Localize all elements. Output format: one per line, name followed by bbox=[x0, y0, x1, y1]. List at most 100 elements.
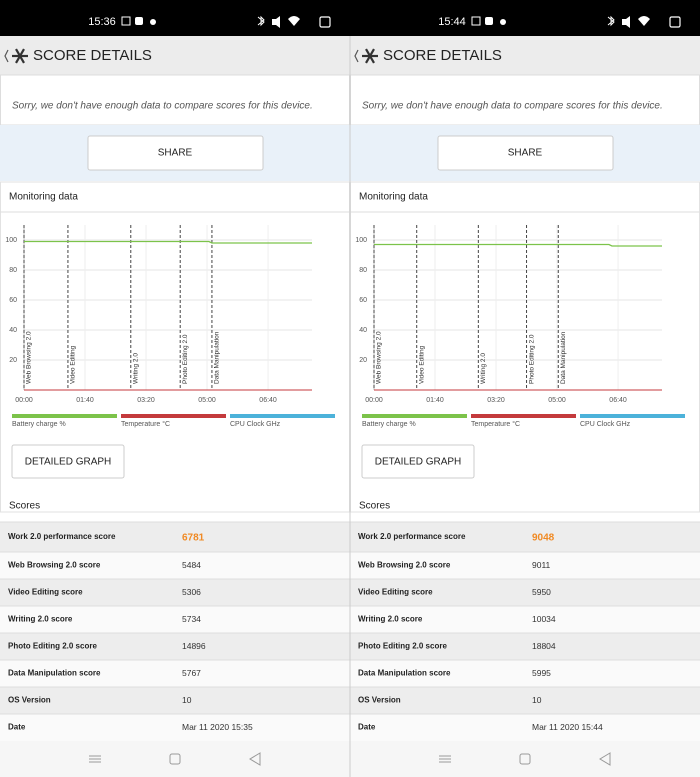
score-row bbox=[350, 660, 700, 687]
legend-swatch bbox=[121, 414, 226, 418]
y-tick-label: 60 bbox=[359, 297, 367, 304]
monitoring-heading: Monitoring data bbox=[359, 192, 428, 203]
x-tick-label: 03:20 bbox=[487, 397, 505, 404]
sound-icon bbox=[272, 16, 280, 28]
score-label: Video Editing score bbox=[8, 588, 83, 597]
score-row bbox=[0, 552, 350, 579]
battery-line bbox=[24, 240, 312, 244]
scores-heading: Scores bbox=[9, 501, 40, 512]
legend-swatch bbox=[580, 414, 685, 418]
marker-label: Photo Editing 2.0 bbox=[182, 334, 189, 384]
sound-icon bbox=[622, 16, 630, 28]
logo-stroke bbox=[365, 48, 375, 64]
battery-icon bbox=[319, 16, 331, 28]
bluetooth-icon bbox=[607, 15, 615, 27]
x-tick-label: 01:40 bbox=[76, 397, 94, 404]
page-title: SCORE DETAILS bbox=[383, 47, 502, 64]
x-tick-label: 05:00 bbox=[198, 397, 216, 404]
x-tick-label: 00:00 bbox=[15, 397, 33, 404]
score-row bbox=[350, 579, 700, 606]
score-label: OS Version bbox=[8, 696, 51, 705]
score-row bbox=[350, 687, 700, 714]
y-tick-label: 100 bbox=[5, 237, 17, 244]
legend-label: Battery charge % bbox=[362, 421, 416, 428]
detailed-graph-button[interactable] bbox=[361, 444, 475, 479]
legend-swatch bbox=[12, 414, 117, 418]
score-label: OS Version bbox=[358, 696, 401, 705]
score-value: 5484 bbox=[182, 560, 201, 570]
score-value: 10 bbox=[532, 695, 542, 705]
y-tick-label: 80 bbox=[9, 267, 17, 274]
back-nav-icon[interactable] bbox=[599, 752, 611, 766]
wifi-icon bbox=[288, 16, 300, 26]
score-row bbox=[350, 714, 700, 741]
legend-swatch bbox=[230, 414, 335, 418]
score-label: Work 2.0 performance score bbox=[8, 532, 116, 541]
legend-label: Temperature °C bbox=[471, 420, 520, 428]
x-tick-label: 00:00 bbox=[365, 397, 383, 404]
score-row bbox=[350, 606, 700, 633]
wifi-icon bbox=[638, 16, 650, 26]
score-label: Date bbox=[358, 723, 376, 732]
status-time: 15:44 bbox=[438, 16, 466, 28]
share-button[interactable] bbox=[437, 135, 614, 171]
detailed-graph-label: DETAILED GRAPH bbox=[375, 457, 462, 468]
share-button[interactable] bbox=[87, 135, 264, 171]
detailed-graph-button[interactable] bbox=[11, 444, 125, 479]
home-icon[interactable] bbox=[519, 753, 531, 765]
status-time: 15:36 bbox=[88, 16, 116, 28]
back-icon[interactable] bbox=[354, 49, 359, 63]
snowflake-logo bbox=[12, 48, 28, 64]
status-icon bbox=[471, 16, 481, 26]
x-tick-label: 05:00 bbox=[548, 397, 566, 404]
notice-text: Sorry, we don't have enough data to comp… bbox=[362, 101, 663, 112]
score-value: 10034 bbox=[532, 614, 556, 624]
score-label: Writing 2.0 score bbox=[358, 615, 423, 624]
status-icon bbox=[150, 19, 156, 25]
score-label: Photo Editing 2.0 score bbox=[358, 642, 447, 651]
title-bar bbox=[0, 36, 350, 75]
score-value: 14896 bbox=[182, 641, 206, 651]
score-value: 10 bbox=[182, 695, 192, 705]
y-tick-label: 40 bbox=[359, 327, 367, 334]
bluetooth-icon bbox=[257, 15, 265, 27]
marker-label: Writing 2.0 bbox=[480, 353, 487, 384]
score-label: Work 2.0 performance score bbox=[358, 532, 466, 541]
score-row bbox=[0, 579, 350, 606]
x-tick-label: 01:40 bbox=[426, 397, 444, 404]
score-row bbox=[0, 714, 350, 741]
marker-label: Data Manipulation bbox=[214, 331, 221, 384]
home-icon[interactable] bbox=[169, 753, 181, 765]
score-value: 5306 bbox=[182, 587, 201, 597]
notice-box bbox=[350, 74, 700, 126]
marker-label: Video Editing bbox=[70, 345, 77, 384]
score-label: Data Manipulation score bbox=[8, 669, 101, 678]
share-label: SHARE bbox=[158, 148, 193, 159]
phone-screen: 15:36 SCORE DETAILS Sorry, we don't have e… bbox=[0, 0, 350, 777]
notice-text: Sorry, we don't have enough data to comp… bbox=[12, 101, 313, 112]
marker-label: Web Browsing 2.0 bbox=[26, 331, 33, 384]
score-value: 5950 bbox=[532, 587, 551, 597]
score-row bbox=[350, 522, 700, 552]
back-icon[interactable] bbox=[4, 49, 9, 63]
legend-swatch bbox=[471, 414, 576, 418]
score-label: Web Browsing 2.0 score bbox=[358, 561, 451, 570]
marker-label: Writing 2.0 bbox=[132, 353, 139, 384]
score-value: 9011 bbox=[532, 560, 551, 570]
score-value: 5995 bbox=[532, 668, 551, 678]
nav-bar bbox=[0, 741, 350, 777]
score-label: Date bbox=[8, 723, 26, 732]
score-row bbox=[350, 633, 700, 660]
score-value: 5734 bbox=[182, 614, 201, 624]
phone-screen: 15:44 SCORE DETAILS Sorry, we don't have e… bbox=[350, 0, 700, 777]
score-row bbox=[0, 522, 350, 552]
y-tick-label: 20 bbox=[9, 357, 17, 364]
monitoring-heading: Monitoring data bbox=[9, 192, 78, 203]
back-nav-icon[interactable] bbox=[249, 752, 261, 766]
legend-label: Battery charge % bbox=[12, 421, 66, 428]
score-row bbox=[0, 606, 350, 633]
legend-label: Temperature °C bbox=[121, 420, 170, 428]
status-icon bbox=[121, 16, 131, 26]
score-row bbox=[350, 552, 700, 579]
title-bar bbox=[350, 36, 700, 75]
